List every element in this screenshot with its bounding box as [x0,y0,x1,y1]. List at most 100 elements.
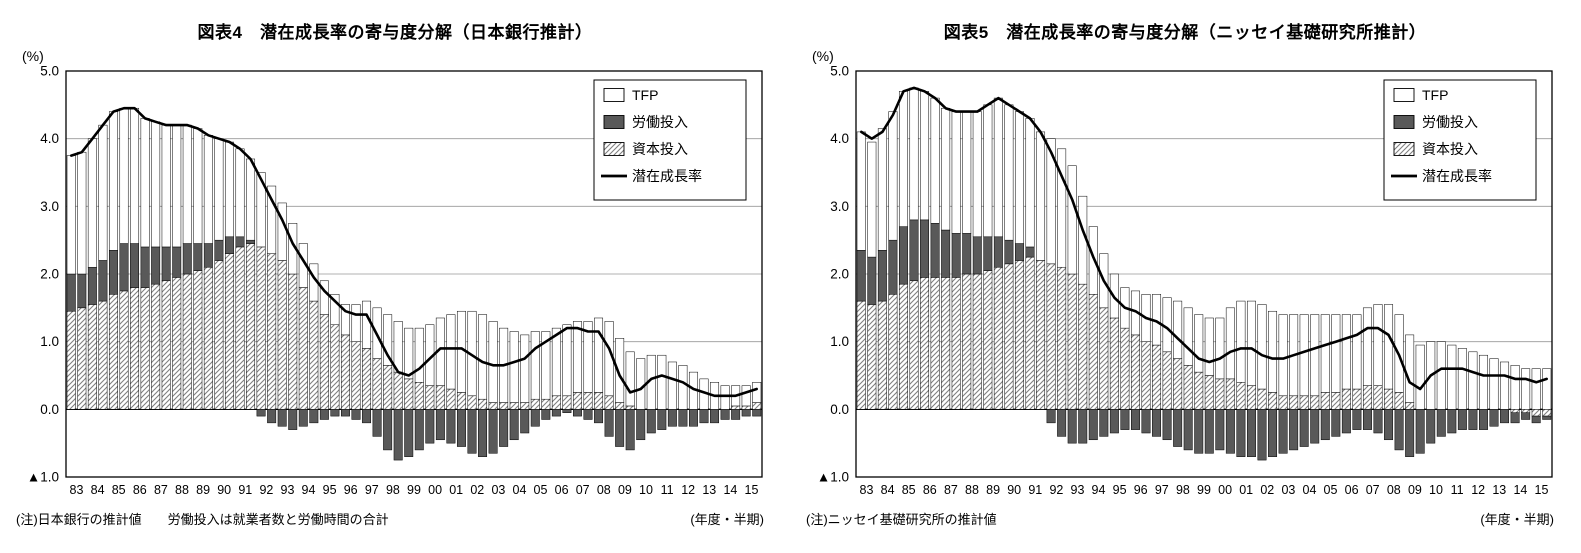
bar-segment-capital [467,395,477,410]
bar-segment-capital [983,270,993,410]
x-tick-label: 09 [618,483,632,497]
bar-segment-tfp [1004,104,1014,241]
bar-segment-labor [1373,409,1383,434]
bar-segment-labor [1130,409,1140,430]
x-tick-label: 87 [944,483,958,497]
bar-segment-capital [309,300,319,410]
bar-segment-labor [625,409,635,451]
bar-segment-labor [1299,409,1309,447]
legend-swatch-hatch [1393,142,1415,156]
x-tick-label: 93 [281,483,295,497]
bar-segment-labor [1120,409,1130,430]
bar-segment-tfp [1268,310,1278,393]
bar-segment-tfp [319,280,329,315]
bar-segment-tfp [1194,314,1204,373]
bar-segment-labor [1415,409,1425,454]
bar-segment-tfp [1236,300,1246,383]
chart-panel-nli: 図表5 潜在成長率の寄与度分解（ニッセイ基礎研究所推計） (%) 5.0 4.0 3.… [790,0,1580,553]
bar-segment-tfp [856,131,866,251]
bar-segment-tfp [404,327,414,380]
x-tick-label: 11 [1451,483,1464,497]
legend-label: 潜在成長率 [1422,168,1492,184]
bar-segment-capital [962,273,972,410]
bar-segment-capital [572,392,582,410]
bar-segment-capital [509,402,519,410]
bar-segment-capital [404,378,414,410]
bar-segment-labor [1521,412,1531,420]
x-tick-label: 14 [723,483,737,497]
bar-segment-capital [161,280,171,410]
bar-segment-tfp [1478,354,1488,410]
x-tick-label: 09 [1408,483,1422,497]
bar-segment-capital [562,395,572,410]
x-tick-label: 99 [407,483,421,497]
bar-segment-tfp [1088,226,1098,295]
bar-segment-tfp [898,91,908,227]
bar-segment-tfp [267,185,277,254]
x-tick-label: 84 [91,483,105,497]
bar-segment-labor [1152,409,1162,437]
bar-segment-tfp [1046,138,1056,265]
bar-segment-labor [1510,412,1520,424]
bar-segment-labor [340,409,350,417]
bar-segment-labor [298,409,308,427]
bar-segment-labor [877,250,887,302]
bar-segment-capital [625,405,635,410]
x-tick-label: 08 [597,483,611,497]
y-tick-label: 2.0 [830,267,849,282]
y-tick-label: 1.0 [40,334,59,349]
x-tick-label: 13 [1492,483,1506,497]
bar-segment-labor [87,266,97,305]
x-tick-label: 86 [923,483,937,497]
bar-segment-tfp [583,321,593,393]
bar-segment-labor [488,409,498,454]
x-tick-label: 91 [238,483,252,497]
bar-segment-labor [98,260,108,302]
bar-segment-tfp [1341,314,1351,390]
bar-segment-capital [867,304,877,410]
bar-segment-tfp [1204,317,1214,376]
bar-segment-capital [530,398,540,410]
bar-segment-tfp [1447,344,1457,410]
bar-segment-capital [425,385,435,410]
x-tick-label: 89 [196,483,210,497]
bar-segment-capital [856,300,866,410]
series-capital-bars [66,243,762,410]
bar-segment-capital [193,270,203,410]
bar-segment-capital [140,287,150,410]
bar-segment-labor [678,409,688,427]
y-axis-unit-label: (%) [22,48,44,64]
bar-segment-capital [615,402,625,410]
bar-segment-capital [256,246,266,410]
bar-segment-labor [1067,409,1077,444]
bar-segment-labor [414,409,424,451]
bar-segment-labor [446,409,456,444]
bar-segment-capital [1120,327,1130,410]
bar-segment-tfp [87,138,97,268]
bar-segment-capital [1289,395,1299,410]
bar-segment-capital [182,273,192,410]
bar-segment-capital [993,266,1003,410]
x-tick-label: 07 [1366,483,1380,497]
x-tick-label: 88 [175,483,189,497]
bar-segment-tfp [1025,118,1035,248]
bar-segment-capital [330,324,340,410]
bar-segment-tfp [214,138,224,241]
bar-segment-tfp [657,354,667,410]
bar-segment-labor [951,233,961,278]
x-tick-label: 02 [1260,483,1274,497]
bar-segment-labor [1194,409,1204,454]
legend-label: 資本投入 [1422,141,1478,157]
bar-segment-capital [246,243,256,410]
bar-segment-tfp [551,327,561,397]
legend-label: TFP [1422,87,1448,103]
bar-segment-capital [1320,392,1330,410]
x-tick-label: 92 [1049,483,1063,497]
bar-segment-labor [161,246,171,282]
bar-segment-labor [583,409,593,420]
bar-segment-labor [256,409,266,417]
bar-segment-capital [172,277,182,410]
chart-title-nli: 図表5 潜在成長率の寄与度分解（ニッセイ基礎研究所推計） [943,23,1427,42]
y-tick-label: 4.0 [830,131,849,146]
